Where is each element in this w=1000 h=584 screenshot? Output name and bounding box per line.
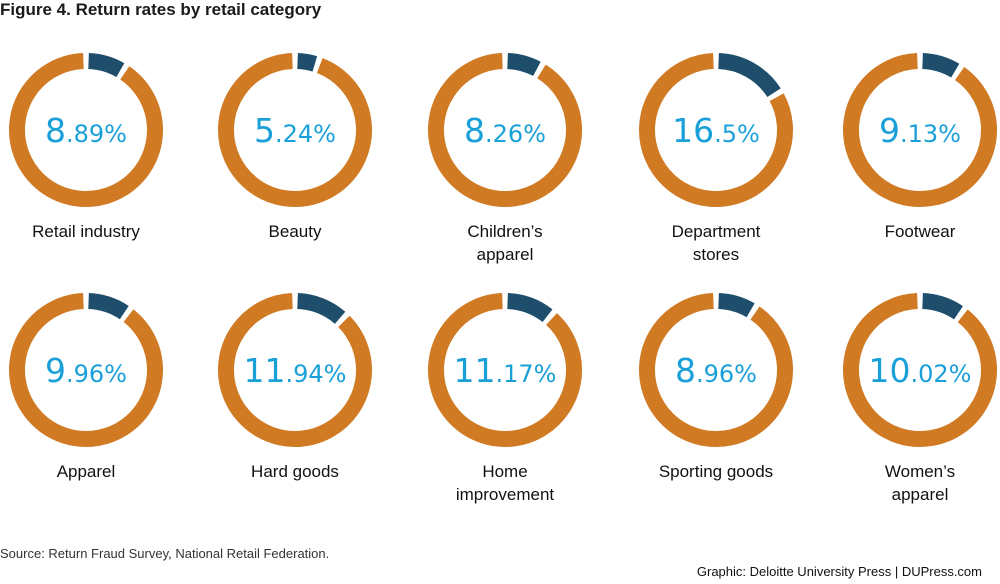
donut-remainder-arc [428,293,582,447]
graphic-credit: Graphic: Deloitte University Press | DUP… [696,564,982,579]
donut-chart: 10.02% [843,293,997,447]
donut-value-integer: 8 [464,111,485,150]
donut-chart: 11.94% [218,293,372,447]
donut-remainder-arc [843,53,997,207]
category-label-line: apparel [891,485,949,504]
donut-value-decimal: .13% [900,120,961,148]
donut-chart: 16.5% [639,53,793,207]
donut-return-rate-arc [506,53,541,77]
category-label: Home improvement [405,460,605,506]
donut-return-rate-arc [921,53,960,78]
category-label-line: Children’s [467,222,543,241]
donut-value-integer: 8 [675,351,696,390]
donut-cell: 11.94% Hard goods [215,290,375,481]
donut-value-decimal: .26% [485,120,546,148]
donut-cell: 8.96% Sporting goods [636,290,796,481]
donut-return-rate-arc [506,293,553,323]
donut-value-integer: 16 [672,111,714,150]
donut-cell: 5.24% Beauty [215,50,375,241]
donut-chart: 8.89% [9,53,163,207]
category-label-line: apparel [476,245,534,264]
donut-value-integer: 11 [244,351,286,390]
donut-remainder-arc [639,293,793,447]
donut-return-rate-arc [87,293,129,320]
donut-remainder-arc [218,293,372,447]
donut-remainder-arc [218,53,372,207]
category-label: Sporting goods [658,462,774,481]
donut-return-rate-arc [87,53,125,78]
donut-chart: 9.96% [9,293,163,447]
donut-value-decimal: .89% [66,120,127,148]
donut-value-label: 5.24% [254,111,336,150]
category-label-line: stores [692,245,740,264]
donut-value-integer: 11 [454,351,496,390]
donut-cell: 10.02% Women’s apparel [840,290,1000,504]
donut-cell: 8.26% Children’s apparel [425,50,585,264]
category-label: Hard goods [251,462,339,481]
donut-value-decimal: .94% [286,360,347,388]
donut-value-decimal: .96% [696,360,757,388]
donut-chart: 5.24% [218,53,372,207]
donut-return-rate-arc [297,53,318,72]
source-note: Source: Return Fraud Survey, National Re… [0,546,330,561]
category-label-line: Home [482,462,528,481]
category-label-line: Department [671,222,761,241]
category-label: Apparel [56,462,116,481]
donut-remainder-arc [843,293,997,447]
donut-value-decimal: .5% [714,120,760,148]
donut-value-label: 8.89% [45,111,127,150]
donut-return-rate-arc [296,293,346,325]
category-label: Retail industry [32,222,140,241]
donut-return-rate-arc [717,53,781,98]
donut-value-decimal: .02% [911,360,972,388]
donut-value-decimal: .96% [66,360,127,388]
donut-value-integer: 5 [254,111,275,150]
donut-value-decimal: .17% [496,360,557,388]
donut-chart: 11.17% [428,293,582,447]
donut-value-label: 11.17% [454,351,557,390]
donut-cell: 11.17% Home improvement [425,290,585,504]
donut-value-label: 8.96% [675,351,757,390]
category-label: Beauty [268,222,322,241]
donut-cell: 8.89% Retail industry [6,50,166,241]
donut-value-integer: 9 [879,111,900,150]
donut-chart: 8.96% [639,293,793,447]
donut-value-integer: 8 [45,111,66,150]
donut-chart: 9.13% [843,53,997,207]
donut-return-rate-arc [921,293,963,320]
category-label: Women’s apparel [820,460,1000,506]
donut-remainder-arc [428,53,582,207]
donut-value-label: 16.5% [672,111,760,150]
donut-value-label: 8.26% [464,111,546,150]
donut-value-integer: 10 [869,351,911,390]
donut-remainder-arc [9,293,163,447]
donut-remainder-arc [9,53,163,207]
donut-return-rate-arc [717,293,755,318]
category-label: Children’s apparel [405,220,605,266]
donut-value-label: 10.02% [869,351,972,390]
donut-value-decimal: .24% [275,120,336,148]
donut-value-integer: 9 [45,351,66,390]
category-label-line: Women’s [884,462,956,481]
donut-chart: 8.26% [428,53,582,207]
donut-remainder-arc [639,53,793,207]
donut-cell: 9.13% Footwear [840,50,1000,241]
category-label-line: improvement [455,485,555,504]
donut-cell: 9.96% Apparel [6,290,166,481]
donut-value-label: 9.96% [45,351,127,390]
figure-title: Figure 4. Return rates by retail categor… [0,0,322,19]
category-label: Footwear [884,222,956,241]
donut-cell: 16.5% Department stores [636,50,796,264]
category-label: Department stores [616,220,816,266]
donut-value-label: 9.13% [879,111,961,150]
donut-value-label: 11.94% [244,351,347,390]
